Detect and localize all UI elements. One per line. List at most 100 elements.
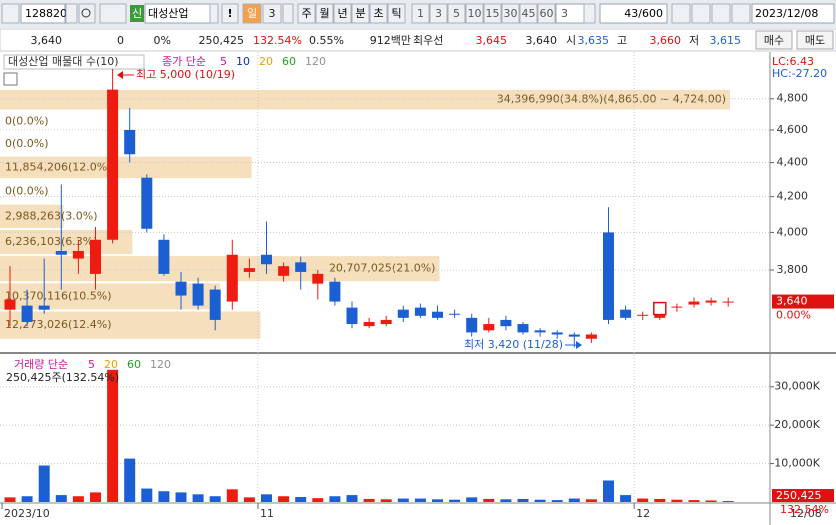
candle-body [449, 313, 461, 315]
info-item: 3,645 [476, 34, 508, 47]
interval-button[interactable] [447, 3, 466, 24]
volume-bar [449, 499, 461, 502]
code-dropdown[interactable] [65, 3, 78, 24]
info-item: 0 [117, 34, 124, 47]
volume-bar [141, 488, 153, 502]
candle-body [72, 250, 84, 259]
candle-body [671, 306, 683, 308]
candle-body [585, 334, 597, 339]
count-box[interactable] [599, 3, 668, 24]
info-item: 최우선 [413, 34, 443, 47]
info-item: 시 [566, 34, 576, 47]
last-volume: 250,425 [776, 489, 822, 502]
candle-body [517, 324, 529, 333]
volume-bar [346, 495, 358, 502]
interval-label: 5 [453, 7, 460, 20]
volume-bar [688, 500, 700, 502]
save-icon[interactable] [711, 3, 731, 24]
candle-body [534, 330, 546, 333]
annotation: 최저 3,420 (11/28) [464, 338, 563, 351]
sound-button[interactable] [99, 3, 127, 24]
volume-bar [192, 494, 204, 502]
volume-profile-bar [0, 204, 64, 228]
interval-button[interactable] [411, 3, 430, 24]
candle-body [500, 319, 512, 327]
volume-bar [483, 498, 495, 502]
unit-button[interactable] [315, 3, 334, 24]
unit-button[interactable] [387, 3, 406, 24]
unit-button[interactable] [369, 3, 388, 24]
candle-body [688, 301, 700, 305]
period-button[interactable] [262, 3, 282, 24]
search-button[interactable] [78, 3, 96, 24]
badge-bg [130, 5, 144, 22]
candle-body [397, 309, 409, 318]
chart-title: 대성산업 매물대 수(10) [8, 55, 119, 68]
alert-button[interactable] [221, 3, 239, 24]
volume-bar [551, 500, 563, 502]
title-box [3, 54, 145, 70]
code-box[interactable] [20, 3, 66, 24]
period-button[interactable] [242, 3, 262, 24]
candle-body [261, 254, 272, 265]
y-tick-label: 10,000K [774, 457, 820, 470]
legend-label: 종가 단순 [162, 55, 206, 68]
name-dropdown[interactable] [209, 3, 219, 24]
interval-label: 15 [486, 7, 500, 20]
interval-label: 10 [468, 7, 482, 20]
volume-bar [55, 495, 67, 502]
volume-bar [671, 499, 683, 502]
hc-label: HC:-27.20 [772, 67, 827, 80]
menu-icon[interactable] [1, 3, 20, 24]
interval-button[interactable] [537, 3, 556, 24]
interval-button[interactable] [465, 3, 484, 24]
info-item: 0.55% [309, 34, 344, 47]
candle-body [603, 232, 614, 320]
legend-entry: 20 [259, 55, 273, 68]
settings-icon[interactable] [731, 3, 751, 24]
info-item: 3,640 [31, 34, 63, 47]
arrow-head [117, 71, 123, 79]
order-button[interactable] [755, 30, 793, 50]
volume-profile-bar [0, 156, 252, 179]
interval-dropdown[interactable] [583, 3, 596, 24]
period-dropdown[interactable] [282, 3, 294, 24]
y-tick-label: 4,000 [777, 225, 809, 238]
order-button[interactable] [796, 30, 834, 50]
legend-entry: 20 [104, 358, 118, 371]
interval-button[interactable] [501, 3, 520, 24]
volume-profile-bar [0, 256, 440, 282]
tool-icon[interactable] [691, 3, 711, 24]
volume-bar [517, 498, 529, 502]
grid-icon[interactable] [3, 72, 18, 86]
candle-body [38, 305, 50, 310]
info-item: 250,425 [199, 34, 245, 47]
interval-button[interactable] [483, 3, 502, 24]
info-item: 고 [617, 34, 627, 47]
unit-button[interactable] [351, 3, 370, 24]
candle-body [243, 268, 255, 272]
y-tick-label: 3,800 [777, 263, 809, 276]
volume-bar [4, 497, 16, 502]
candle-body [568, 334, 580, 337]
interval-button[interactable] [519, 3, 538, 24]
volume-bar [414, 498, 426, 502]
date: 2023/12/08 [755, 7, 818, 20]
unit-button[interactable] [333, 3, 352, 24]
volume-profile-label: 12,273,026(12.4%) [5, 318, 112, 331]
volume-bar [363, 498, 375, 502]
date-box[interactable] [751, 3, 835, 24]
legend-entry: 5 [220, 55, 227, 68]
info-item: 132.54% [253, 34, 302, 47]
count: 43/600 [624, 7, 663, 20]
candle-body [346, 307, 358, 325]
volume-bar [209, 496, 221, 502]
candle-body [141, 177, 153, 229]
info-item: 매수 [764, 34, 784, 47]
interval-label: 3 [561, 7, 568, 20]
interval-button[interactable] [429, 3, 448, 24]
volume-label: 250,425주(132.54%) [6, 371, 119, 384]
legend-entry: 60 [127, 358, 141, 371]
unit-button[interactable] [297, 3, 316, 24]
tool-icon[interactable] [671, 3, 691, 24]
